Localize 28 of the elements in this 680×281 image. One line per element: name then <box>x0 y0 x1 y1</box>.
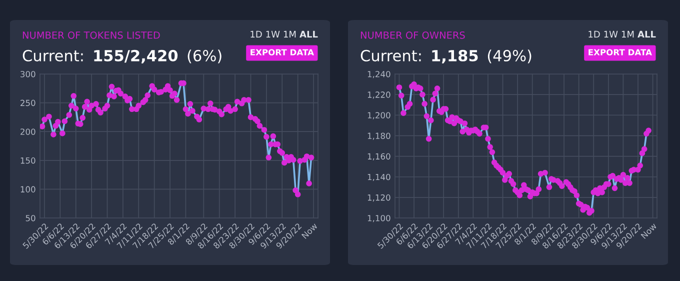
text: 1M <box>284 30 296 38</box>
text: 1M <box>622 30 634 38</box>
text: EXPORT DATA <box>250 49 314 56</box>
y-tick-label: 100 <box>20 186 36 192</box>
chart-subtitle: Current: 155/2,420 (6%) <box>22 50 222 64</box>
text: ALL <box>638 30 656 38</box>
chart-subtitle: Current: 1,185 (49%) <box>360 50 532 64</box>
y-tick-label: 1,120 <box>368 194 390 202</box>
text: 1D <box>250 30 262 38</box>
text: ALL <box>300 30 318 38</box>
chart-title: NUMBER OF OWNERS <box>360 31 465 39</box>
y-tick-label: 250 <box>20 100 36 106</box>
y-tick-label: 1,200 <box>368 112 390 120</box>
chart-title: NUMBER OF TOKENS LISTED <box>22 31 160 39</box>
text: EXPORT DATA <box>588 49 652 56</box>
y-tick-label: 150 <box>20 157 36 164</box>
y-tick-label: 1,180 <box>368 132 390 140</box>
text: 1D <box>588 30 600 38</box>
y-tick-label: 50 <box>26 214 36 222</box>
text: 1W <box>604 30 618 38</box>
y-tick-label: 1,220 <box>368 92 390 99</box>
text: 1W <box>266 30 280 38</box>
y-tick-label: 1,100 <box>368 214 390 222</box>
y-tick-label: 200 <box>20 128 36 135</box>
y-tick-label: 300 <box>20 70 36 78</box>
y-tick-label: 1,140 <box>368 174 390 181</box>
y-tick-label: 1,240 <box>368 70 390 78</box>
y-tick-label: 1,160 <box>368 153 390 160</box>
